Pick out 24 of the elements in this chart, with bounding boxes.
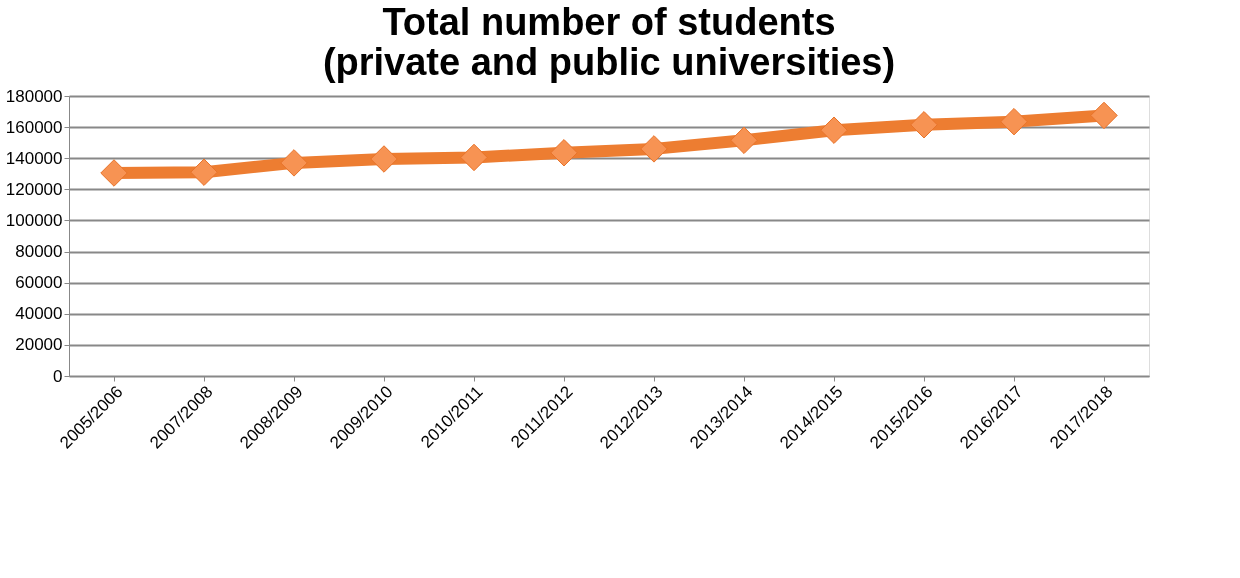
point bbox=[550, 139, 578, 167]
point bbox=[820, 116, 848, 144]
y-tick-label: 160000 bbox=[5, 117, 63, 137]
text: Total number of students bbox=[382, 1, 836, 43]
point bbox=[1000, 107, 1028, 136]
y-tick-label: 180000 bbox=[5, 86, 63, 106]
point bbox=[910, 111, 938, 139]
y-tick-label: 60000 bbox=[15, 273, 63, 293]
y-tick-label: 40000 bbox=[15, 304, 63, 324]
point bbox=[640, 135, 668, 163]
y-tick-label: 140000 bbox=[5, 148, 63, 168]
y-tick-label: 120000 bbox=[5, 179, 63, 199]
text: (private and public universities) bbox=[322, 41, 896, 83]
point bbox=[730, 126, 758, 155]
y-tick-label: 100000 bbox=[5, 210, 63, 230]
point bbox=[370, 145, 398, 173]
point bbox=[190, 158, 218, 186]
y-tick-label: 20000 bbox=[15, 335, 63, 355]
y-tick-label: 80000 bbox=[15, 242, 63, 262]
point bbox=[100, 159, 128, 187]
y-tick-label: 0 bbox=[53, 366, 63, 386]
point bbox=[1090, 101, 1118, 130]
point bbox=[280, 149, 308, 177]
point bbox=[460, 143, 488, 172]
